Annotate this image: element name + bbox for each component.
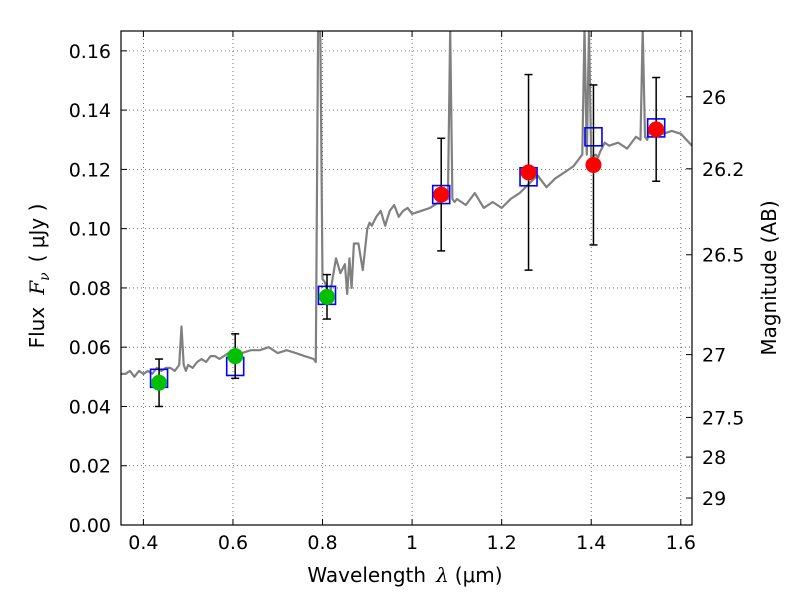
photometry-point [433,186,450,203]
y-tick-label: 0.16 [69,41,111,63]
photometry-point [585,156,602,173]
y-axis-title: Flux Fν ( μJy ) [25,204,53,349]
y2-tick-label: 28 [702,447,726,469]
y2-tick-label: 27.5 [702,407,744,429]
x-axis-title: Wavelength λ (μm) [307,563,502,587]
x-tick-label: 1.2 [487,532,517,554]
photometry-point [648,121,665,138]
y2-tick-label: 26.5 [702,245,744,267]
x-tick-label: 1.6 [666,532,696,554]
x-axis-title-unit: (μm) [455,563,503,587]
y2-tick-label: 29 [702,488,726,510]
x-tick-label: 0.6 [218,532,248,554]
y-tick-label: 0.10 [69,219,111,241]
y-axis-title-subscript: ν [37,272,53,281]
y2-axis-title: Magnitude (AB) [757,200,781,355]
x-tick-label: 0.8 [307,532,337,554]
y-tick-label: 0.04 [69,396,111,418]
y-tick-label: 0.12 [69,159,111,181]
x-tick-label: 0.4 [128,532,158,554]
y-tick-label: 0.02 [69,456,111,478]
model-spectrum-layer [121,31,692,378]
y-tick-label: 0.06 [69,337,111,359]
photometry-point [227,348,244,365]
photometry-point [151,374,168,391]
photometry-point [520,164,537,181]
x-tick-label: 1 [406,532,418,554]
y2-tick-label: 26.2 [702,159,744,181]
x-axis-title-symbol: λ [435,563,449,587]
grid-lines [121,31,692,526]
y-axis-title-prefix: Flux [25,307,49,349]
plot-frame [120,30,693,526]
spectrum-line [121,31,692,378]
photometry-point [319,288,336,305]
axis-ticks: 0.4 0.6 0.8 1 1.2 1.4 1.6 0.00 0.02 0.04 0.06 0.08 0… [69,31,744,554]
y-tick-label: 0.08 [69,278,111,300]
x-tick-label: 1.4 [576,532,606,554]
y-tick-label: 0.14 [69,100,111,122]
y-axis-title-symbol: F [25,280,49,296]
y2-tick-label: 26 [702,87,726,109]
x-axis-title-prefix: Wavelength [307,563,426,587]
y-axis-title-unit: ( μJy ) [25,204,49,263]
y2-tick-label: 27 [702,345,726,367]
data-markers-layer [149,73,666,408]
y-tick-label: 0.00 [69,515,111,537]
